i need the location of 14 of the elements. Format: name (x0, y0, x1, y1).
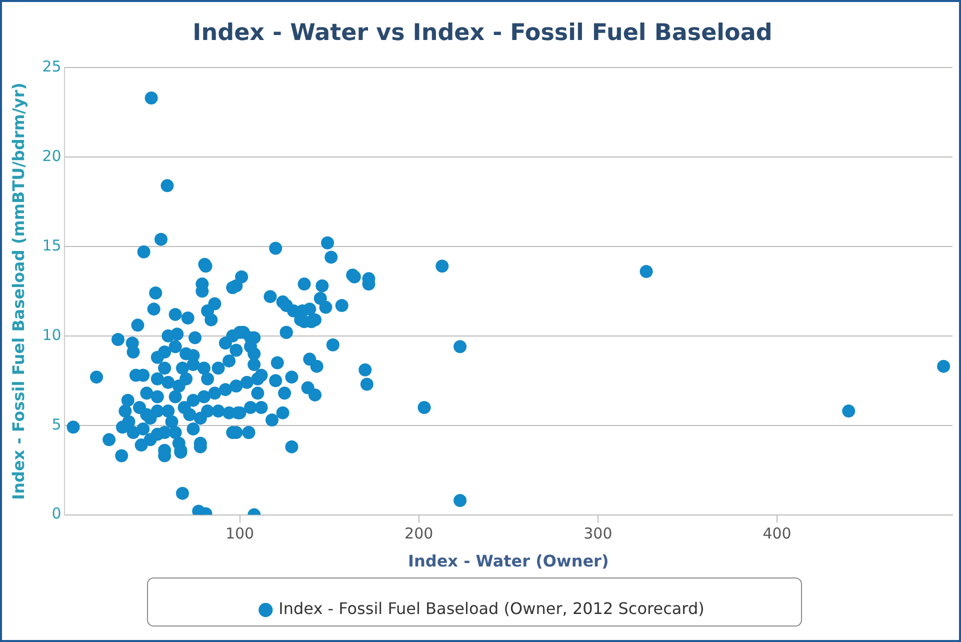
chart-title: Index - Water vs Index - Fossil Fuel Baseload (192, 20, 772, 46)
x-tick-label: 100 (225, 524, 254, 543)
y-tick-label: 15 (42, 236, 62, 254)
y-axis-title: Index - Fossil Fuel Baseload (mmBTU/bdrm/yr) (8, 82, 28, 500)
y-tick-label: 5 (52, 415, 62, 434)
y-tick-label: 25 (42, 57, 62, 76)
y-tick-label: 0 (52, 504, 62, 523)
legend-label: Index - Fossil Fuel Baseload (Owner, 2012 Scorecard) (278, 599, 704, 618)
y-tick-label: 10 (42, 326, 62, 344)
x-axis-title: Index - Water (Owner) (408, 552, 609, 571)
x-tick-label: 300 (584, 524, 612, 543)
y-tick-label: 20 (42, 146, 62, 165)
x-tick-label: 400 (762, 524, 792, 543)
x-tick-label: 200 (404, 524, 434, 543)
